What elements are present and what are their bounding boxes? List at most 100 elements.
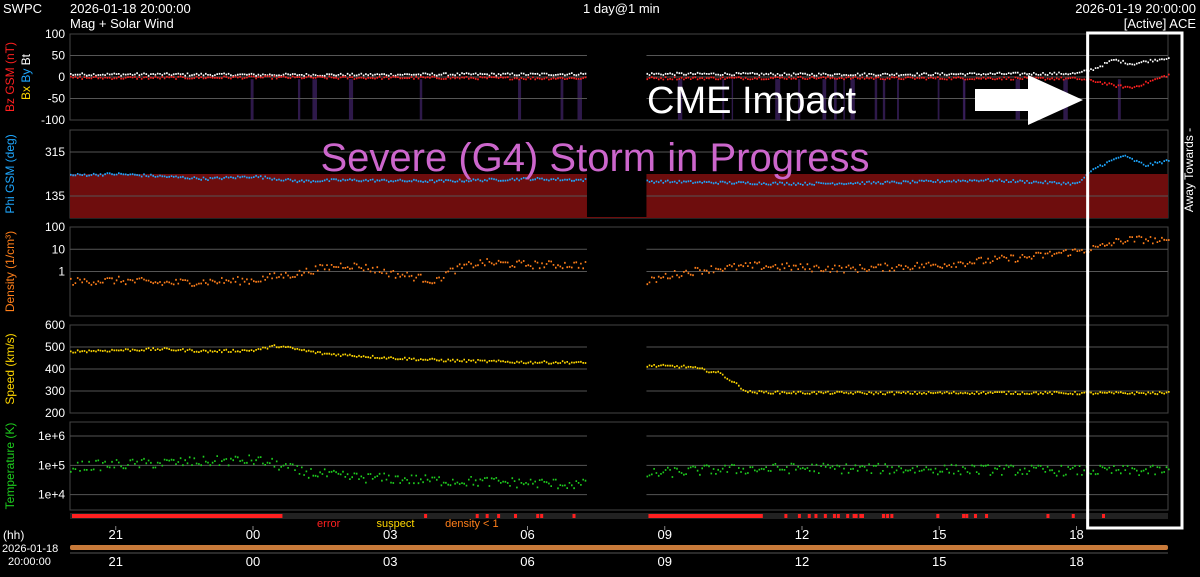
bz-south-bar	[297, 79, 301, 120]
x-tick-label-bottom: 21	[109, 554, 123, 569]
x-tick-label-bottom: 12	[795, 554, 809, 569]
series-speed	[70, 344, 1170, 396]
end-time: 2026-01-19 20:00:00	[1075, 1, 1196, 16]
x-axis-unit: (hh)	[3, 528, 24, 542]
status-error-tick	[536, 514, 540, 518]
bz-south-bar	[312, 79, 317, 120]
status-error-tick	[936, 514, 940, 518]
status-error-tick	[965, 514, 969, 518]
y-tick-label-mag: 0	[58, 70, 65, 84]
bz-south-bar	[250, 79, 254, 120]
y-axis-label-density: Density (1/cm³)	[3, 231, 17, 312]
status-legend-0: error	[317, 518, 341, 530]
status-error-tick	[424, 514, 428, 518]
status-error-tick	[861, 514, 865, 518]
y-tick-label-phi: 315	[45, 145, 65, 159]
data-gap	[586, 423, 647, 509]
status-error-tick	[572, 514, 576, 518]
series-temperature	[70, 454, 1170, 490]
bz-south-bar	[897, 79, 899, 120]
bz-south-bar	[798, 79, 801, 120]
status-error-tick	[485, 514, 489, 518]
status-error-tick	[832, 514, 836, 518]
status-error-tick	[852, 514, 856, 518]
bz-south-bar	[874, 79, 878, 120]
x-tick-label-top: 21	[109, 527, 123, 542]
status-error-tick	[1102, 514, 1106, 518]
status-error-tick	[886, 514, 890, 518]
x-axis-start-date: 2026-01-18	[2, 543, 58, 555]
y-axis-label-temperature: Temperature (K)	[3, 423, 17, 510]
y-tick-label-speed: 600	[45, 318, 65, 332]
status-error-tick	[784, 514, 788, 518]
x-axis-start-time: 20:00:00	[8, 556, 51, 568]
bz-south-bar	[518, 79, 522, 120]
series-bz	[70, 73, 1170, 89]
data-gap	[586, 326, 647, 412]
status-error-tick	[749, 514, 753, 518]
x-tick-label-top: 12	[795, 527, 809, 542]
y-tick-label-mag: 100	[45, 27, 65, 41]
status-error-tick	[807, 514, 811, 518]
bz-south-bar	[937, 79, 940, 120]
status-error-tick	[814, 514, 818, 518]
bz-south-bar	[677, 79, 683, 120]
time-span: 1 day@1 min	[583, 1, 660, 16]
bz-south-bar	[1117, 79, 1121, 120]
cme-impact-label: CME Impact	[647, 80, 856, 122]
y-tick-label-speed: 300	[45, 384, 65, 398]
data-gap	[586, 228, 647, 315]
status-error-tick	[513, 514, 517, 518]
x-tick-label-bottom: 00	[246, 554, 260, 569]
y-tick-label-density: 10	[52, 242, 66, 256]
x-tick-label-bottom: 09	[658, 554, 672, 569]
x-tick-label-top: 15	[932, 527, 946, 542]
chart-subtitle: Mag + Solar Wind	[70, 16, 174, 31]
status-error-tick	[475, 514, 479, 518]
status-error-tick	[973, 514, 977, 518]
status-error-tick	[890, 514, 894, 518]
status-error-tick	[836, 514, 840, 518]
bz-south-bar	[843, 79, 845, 120]
status-error-tick	[859, 514, 863, 518]
y-tick-label-density: 1	[58, 265, 65, 279]
status-error-tick	[985, 514, 989, 518]
status-error-tick	[962, 514, 966, 518]
bz-south-bar	[834, 79, 837, 120]
storm-status-label: Severe (G4) Storm in Progress	[320, 136, 869, 180]
y-tick-label-mag: 50	[52, 49, 66, 63]
x-tick-label-bottom: 06	[520, 554, 534, 569]
bz-south-bar	[822, 79, 827, 120]
status-error-tick	[708, 514, 712, 518]
x-tick-label-top: 00	[246, 527, 260, 542]
status-error-tick	[683, 514, 687, 518]
bz-south-bar	[850, 79, 855, 120]
y-axis-label-mag: Bz GSM (nT)	[3, 42, 17, 112]
bz-south-bar	[882, 79, 886, 120]
y-axis-label-mag-components: Bx By Bt	[19, 53, 33, 100]
start-time: 2026-01-18 20:00:00	[70, 1, 191, 16]
timeline-range-bar	[70, 545, 1168, 550]
org-label: SWPC	[3, 1, 42, 16]
cme-arrow-icon	[975, 75, 1083, 125]
away-towards-label: Away Towards -	[1182, 128, 1196, 212]
x-tick-label-top: 06	[520, 527, 534, 542]
data-gap	[586, 35, 647, 119]
x-tick-label-top: 03	[383, 527, 397, 542]
status-error-tick	[1071, 514, 1075, 518]
status-error-tick	[854, 514, 858, 518]
y-tick-label-speed: 200	[45, 406, 65, 420]
bz-south-bar	[577, 79, 582, 120]
status-error-segment	[72, 514, 283, 518]
cme-window-box	[1086, 31, 1184, 530]
data-source: [Active] ACE	[1123, 16, 1196, 31]
bz-south-bar	[419, 79, 423, 120]
series-phi	[70, 154, 1170, 186]
y-tick-label-temperature: 1e+6	[38, 429, 65, 443]
data-gap	[586, 131, 647, 217]
status-error-tick	[691, 514, 695, 518]
status-legend-1: suspect	[377, 518, 415, 530]
status-error-tick	[716, 514, 720, 518]
y-axis-label-speed: Speed (km/s)	[3, 333, 17, 404]
